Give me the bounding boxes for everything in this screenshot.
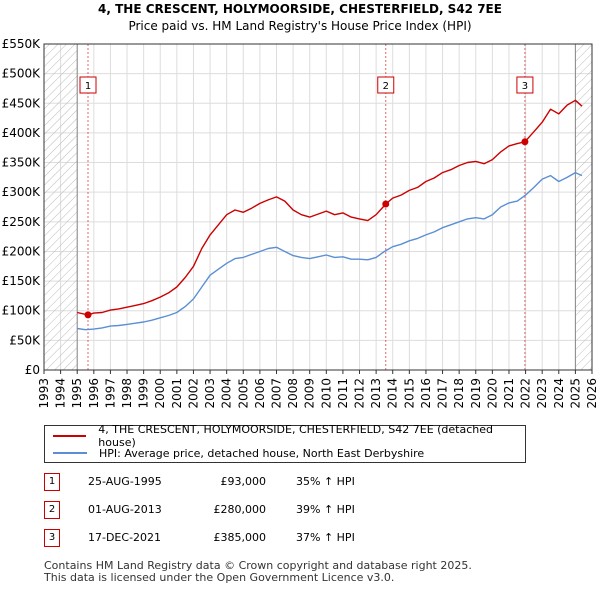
footer: Contains HM Land Registry data © Crown c… [44, 560, 472, 584]
sale-number-badge: 1 [44, 473, 60, 491]
legend-swatch-property [53, 435, 87, 437]
sale-hpi-delta: 39% ↑ HPI [296, 503, 355, 516]
sale-number-badge: 3 [44, 529, 60, 547]
sale-marker-label: 3 [522, 81, 528, 92]
y-tick-label: £50K [9, 333, 41, 347]
sale-price: £93,000 [220, 475, 267, 488]
y-tick-label: £300K [2, 185, 42, 199]
x-tick-label: 2012 [353, 378, 367, 409]
x-tick-label: 1994 [54, 378, 68, 409]
x-tick-label: 2007 [269, 378, 283, 409]
legend: 4, THE CRESCENT, HOLYMOORSIDE, CHESTERFI… [44, 423, 526, 463]
x-tick-label: 2006 [253, 378, 267, 409]
y-tick-label: £250K [2, 215, 42, 229]
sale-date: 25-AUG-1995 [88, 475, 162, 488]
legend-label-property: 4, THE CRESCENT, HOLYMOORSIDE, CHESTERFI… [98, 423, 494, 449]
property-price-line [77, 99, 583, 316]
x-tick-label: 2023 [535, 378, 549, 409]
x-tick-label: 1997 [103, 378, 117, 409]
y-tick-label: £150K [2, 274, 42, 288]
x-tick-label: 2019 [469, 378, 483, 409]
footer-licence: This data is licensed under the Open Gov… [44, 571, 395, 584]
sale-row: 2 01-AUG-2013 £280,000 39% ↑ HPI [44, 499, 464, 527]
sale-hpi-delta: 35% ↑ HPI [296, 475, 355, 488]
sale-row: 1 25-AUG-1995 £93,000 35% ↑ HPI [44, 471, 464, 499]
x-tick-label: 1993 [37, 378, 51, 409]
y-tick-label: £100K [2, 304, 42, 318]
x-tick-label: 2010 [319, 378, 333, 409]
x-tick-label: 2000 [153, 378, 167, 409]
sale-marker-badge [516, 76, 534, 94]
x-tick-label: 2013 [369, 378, 383, 409]
legend-item-property: 4, THE CRESCENT, HOLYMOORSIDE, CHESTERFI… [53, 423, 525, 449]
x-tick-label: 2008 [286, 378, 300, 409]
x-tick-label: 2011 [336, 378, 350, 409]
x-tick-label: 1995 [70, 378, 84, 409]
x-tick-label: 2022 [519, 378, 533, 409]
sale-point [84, 311, 92, 319]
x-tick-label: 2016 [419, 378, 433, 409]
x-tick-label: 2002 [186, 378, 200, 409]
x-tick-label: 2020 [485, 378, 499, 409]
x-tick-label: 2005 [236, 378, 250, 409]
sale-price: £280,000 [213, 503, 267, 516]
price-chart: 4, THE CRESCENT, HOLYMOORSIDE, CHESTERFI… [2, 2, 599, 409]
legend-swatch-hpi [53, 452, 87, 454]
sale-point [382, 200, 390, 208]
sale-price: £385,000 [213, 531, 267, 544]
y-tick-label: £450K [2, 96, 42, 110]
x-tick-label: 2004 [220, 378, 234, 409]
x-tick-label: 2014 [386, 378, 400, 409]
sale-hpi-delta: 37% ↑ HPI [296, 531, 355, 544]
sale-point [521, 138, 529, 146]
x-tick-label: 2009 [303, 378, 317, 409]
sale-marker-label: 2 [383, 81, 389, 92]
x-tick-label: 1999 [137, 378, 151, 409]
x-tick-label: 1998 [120, 378, 134, 409]
x-tick-label: 2003 [203, 378, 217, 409]
chart-title: 4, THE CRESCENT, HOLYMOORSIDE, CHESTERFI… [98, 2, 502, 16]
sale-marker-badge [377, 76, 395, 94]
x-tick-label: 2015 [402, 378, 416, 409]
legend-label-hpi: HPI: Average price, detached house, Nort… [99, 446, 425, 460]
y-tick-label: £200K [2, 244, 42, 258]
sales-table: 1 25-AUG-1995 £93,000 35% ↑ HPI 2 01-AUG… [44, 471, 464, 555]
chart-subtitle: Price paid vs. HM Land Registry's House … [128, 19, 471, 33]
y-tick-label: £500K [2, 67, 42, 81]
sale-number-badge: 2 [44, 501, 60, 519]
x-tick-label: 2001 [170, 378, 184, 409]
y-tick-label: £0 [25, 363, 40, 377]
hatched-region-pre-data [44, 44, 78, 370]
sale-row: 3 17-DEC-2021 £385,000 37% ↑ HPI [44, 527, 464, 555]
legend-item-hpi: HPI: Average price, detached house, Nort… [53, 445, 424, 461]
sale-date: 17-DEC-2021 [88, 531, 162, 544]
y-tick-label: £350K [2, 156, 42, 170]
plot-area [44, 44, 592, 370]
sale-marker-badge [79, 76, 97, 94]
x-tick-label: 2026 [585, 378, 599, 409]
x-tick-label: 2021 [502, 378, 516, 409]
y-tick-label: £400K [2, 126, 42, 140]
x-tick-label: 2018 [452, 378, 466, 409]
hpi-line [77, 171, 583, 331]
footer-copyright: Contains HM Land Registry data © Crown c… [44, 559, 472, 572]
x-tick-label: 2017 [436, 378, 450, 409]
sale-marker-label: 1 [85, 81, 91, 92]
x-tick-label: 2025 [568, 378, 582, 409]
x-tick-label: 1996 [87, 378, 101, 409]
y-tick-label: £550K [2, 37, 42, 51]
hatched-region-future [575, 44, 592, 370]
plot-border [43, 43, 593, 371]
x-tick-label: 2024 [552, 378, 566, 409]
sale-date: 01-AUG-2013 [88, 503, 162, 516]
